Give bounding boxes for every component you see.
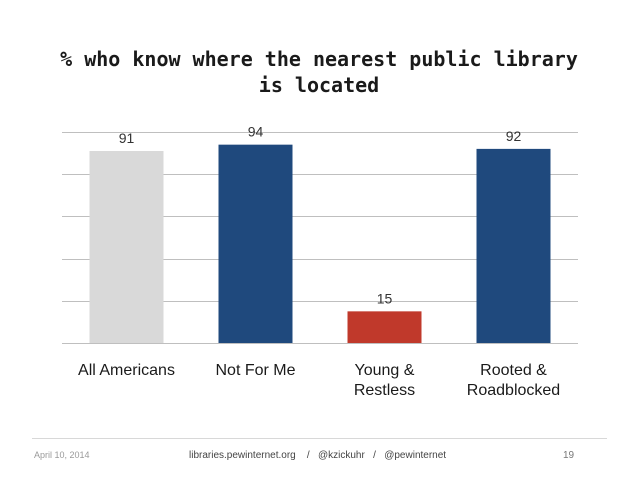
page-number: 19 [563, 450, 575, 461]
footer: April 10, 2014 libraries.pewinternet.org… [0, 450, 638, 466]
bar-value-label: 15 [377, 290, 393, 306]
category-label: Restless [354, 382, 415, 399]
chart-title-line-1: % who know where the nearest public libr… [60, 47, 578, 71]
chart-title-line-2: is located [258, 73, 380, 97]
value-labels: 91 94 15 92 [119, 124, 522, 307]
footer-date: April 10, 2014 [34, 450, 90, 460]
footer-divider [32, 438, 607, 439]
bar [347, 311, 422, 343]
chart-title: % who know where the nearest public libr… [0, 46, 638, 98]
category-labels: All Americans Not For Me Young & Restless Ro… [78, 362, 560, 399]
bar-chart: 91 94 15 92 All Americans Not For Me Young & R… [62, 124, 578, 399]
bar-value-label: 91 [119, 130, 135, 146]
category-label: Not For Me [215, 362, 295, 379]
category-label: All Americans [78, 362, 175, 379]
bar [476, 148, 551, 343]
bar [218, 144, 293, 343]
category-label: Young & [355, 362, 415, 379]
category-label: Roadblocked [467, 382, 560, 399]
bar [89, 150, 164, 343]
bars [89, 144, 551, 343]
category-label: Rooted & [480, 362, 547, 379]
bar-value-label: 92 [506, 128, 522, 144]
footer-links: libraries.pewinternet.org / @kzickuhr / … [189, 450, 447, 461]
bar-value-label: 94 [248, 124, 264, 140]
